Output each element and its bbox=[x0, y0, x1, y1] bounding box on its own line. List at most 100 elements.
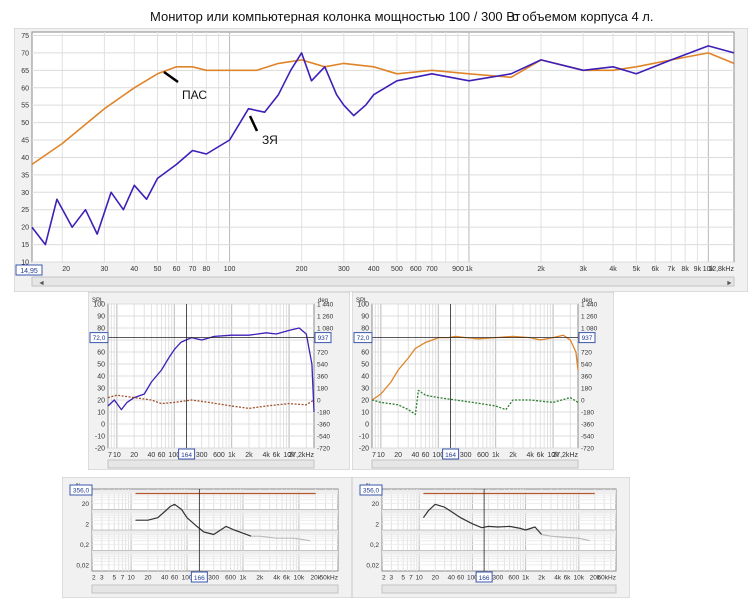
x-tick-label: 100 bbox=[467, 575, 478, 582]
series-line-green bbox=[371, 389, 579, 416]
x-tick-label: 6k bbox=[273, 452, 281, 459]
y-tick-label: 60 bbox=[361, 350, 369, 357]
y2-tick-label: 540 bbox=[317, 362, 328, 369]
cursor-x-label: 164 bbox=[181, 452, 192, 459]
cursor-y-label: 72,0 bbox=[93, 335, 106, 342]
series-line-dark bbox=[135, 503, 252, 537]
x-tick-label: 100 bbox=[168, 452, 180, 459]
y-tick-label: 50 bbox=[97, 362, 105, 369]
x-tick-label: 6k bbox=[283, 575, 291, 582]
horizontal-scrollbar bbox=[91, 584, 339, 594]
y2-tick-label: -360 bbox=[581, 422, 594, 429]
y2-tick-label: 180 bbox=[317, 386, 328, 393]
cursor-x-box bbox=[178, 448, 196, 460]
x-tick-label: 1k bbox=[228, 452, 236, 459]
y2-tick-label: -720 bbox=[581, 446, 594, 453]
y-tick-label: 2 bbox=[85, 521, 89, 528]
y2-tick-label: -180 bbox=[317, 410, 330, 417]
series-line-dark bbox=[422, 503, 543, 535]
x-tick-label: 300 bbox=[196, 452, 208, 459]
y-tick-label: 80 bbox=[97, 326, 105, 333]
y2-tick-label: 1 440 bbox=[317, 302, 334, 309]
x-tick-label: 60 bbox=[173, 266, 181, 273]
main-frequency-chart: 10 15 20 25 30 35 40 45 50 55 60 65 70 75 20 30 40 50 60 70… bbox=[14, 28, 748, 292]
y-tick-label: 40 bbox=[97, 374, 105, 381]
series-line-grey bbox=[541, 533, 590, 542]
x-tick-label: 300 bbox=[460, 452, 472, 459]
x-tick-label: 50kHz bbox=[320, 575, 338, 582]
x-tick-label: 20 bbox=[394, 452, 402, 459]
x-tick-label: 1k bbox=[522, 575, 530, 582]
x-tick-label: 1k bbox=[492, 452, 500, 459]
y2-tick-label: -180 bbox=[581, 410, 594, 417]
x-tick-label: 70 bbox=[189, 266, 197, 273]
cursor-y-box bbox=[89, 332, 109, 344]
y2-tick-label: -360 bbox=[317, 422, 330, 429]
x-tick-label: 700 bbox=[426, 266, 438, 273]
x-tick-label: 10k bbox=[574, 575, 585, 582]
y2-tick-label: 360 bbox=[317, 374, 328, 381]
annotation-pas: ПАС bbox=[182, 88, 207, 102]
y-tick-label: 30 bbox=[97, 386, 105, 393]
y-tick-label: 50 bbox=[361, 362, 369, 369]
x-tick-label: 10 bbox=[416, 575, 424, 582]
y-tick-label: 90 bbox=[361, 314, 369, 321]
y-tick-label: -10 bbox=[359, 434, 369, 441]
x-tick-label: 40 bbox=[161, 575, 169, 582]
x-tick-label: 4k bbox=[554, 575, 562, 582]
x-tick-label: 20 bbox=[62, 266, 70, 273]
x-tick-label: 60 bbox=[171, 575, 179, 582]
y-tick-label: 0,2 bbox=[80, 542, 89, 549]
y-axis-label: SPL bbox=[356, 298, 368, 304]
x-tick-label: 7 bbox=[108, 452, 112, 459]
y-tick-label: -10 bbox=[95, 434, 105, 441]
y-tick-label: 100 bbox=[93, 302, 105, 309]
title-main: Монитор или компьютерная колонка мощност… bbox=[150, 9, 521, 24]
x-tick-label: 10k bbox=[703, 266, 715, 273]
x-tick-label: 7 bbox=[372, 452, 376, 459]
horizontal-scrollbar bbox=[31, 276, 735, 287]
cursor-x-label: 166 bbox=[479, 575, 490, 582]
cursor-x-box bbox=[442, 448, 460, 460]
y2-tick-label: -720 bbox=[317, 446, 330, 453]
title-extra: с объемом корпуса 4 л. bbox=[512, 9, 654, 24]
right-box-label: 937 bbox=[318, 335, 329, 342]
y-tick-label: 70 bbox=[21, 50, 29, 57]
x-tick-label: 500 bbox=[391, 266, 403, 273]
y2-axis-label: deg bbox=[318, 298, 328, 304]
y-tick-label: -20 bbox=[95, 446, 105, 453]
cursor-x-label: 166 bbox=[194, 575, 205, 582]
x-tick-label: 4k bbox=[263, 452, 271, 459]
x-tick-label: 27,2kHz bbox=[552, 452, 578, 459]
x-tick-label: 600 bbox=[225, 575, 236, 582]
y2-tick-label: 540 bbox=[581, 362, 592, 369]
series-line-grey bbox=[251, 535, 311, 542]
x-tick-label: 4k bbox=[273, 575, 281, 582]
x-tick-label: 7 bbox=[409, 575, 413, 582]
y2-tick-label: 1 440 bbox=[581, 302, 598, 309]
y2-tick-label: 720 bbox=[581, 350, 592, 357]
y-tick-label: 15 bbox=[21, 242, 29, 249]
cursor-x-label: 164 bbox=[445, 452, 456, 459]
x-tick-label: 7 bbox=[121, 575, 125, 582]
x-tick-label: 900 bbox=[452, 266, 464, 273]
y2-tick-label: 0 bbox=[581, 398, 585, 405]
x-tick-label: 20 bbox=[130, 452, 138, 459]
x-tick-label: 50 bbox=[154, 266, 162, 273]
series-line-blue bbox=[31, 45, 735, 246]
y-tick-label: 45 bbox=[21, 138, 29, 145]
x-tick-label: 40 bbox=[130, 266, 138, 273]
x-tick-label: 4k bbox=[527, 452, 535, 459]
y-tick-label: 2 bbox=[375, 521, 379, 528]
right-box-label: 937 bbox=[582, 335, 593, 342]
x-tick-label: 60 bbox=[422, 452, 430, 459]
y-tick-label: 50 bbox=[21, 120, 29, 127]
y-tick-label: 30 bbox=[361, 386, 369, 393]
y2-tick-label: -540 bbox=[317, 434, 330, 441]
y2-tick-label: 180 bbox=[581, 386, 592, 393]
x-tick-label: 3k bbox=[579, 266, 587, 273]
x-tick-label: 5 bbox=[401, 575, 405, 582]
y-tick-label: 90 bbox=[97, 314, 105, 321]
x-tick-label: 3 bbox=[390, 575, 394, 582]
